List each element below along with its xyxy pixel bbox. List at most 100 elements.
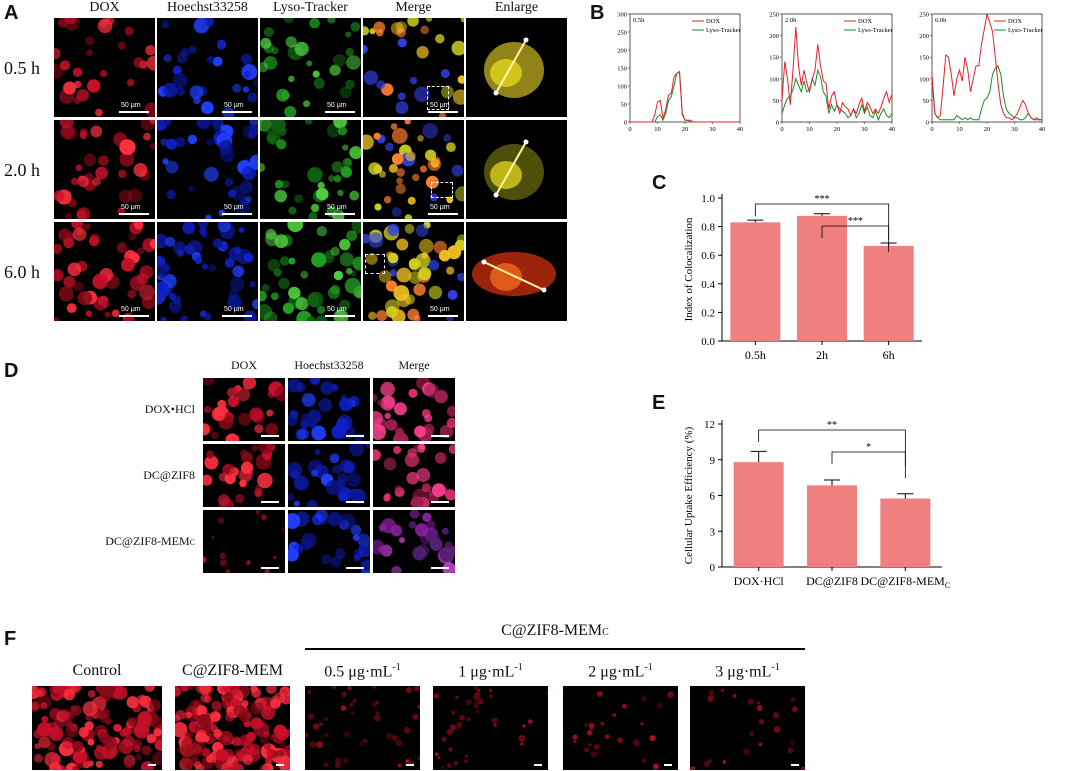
scale-bar (431, 435, 449, 437)
column-label-3: 0.5 μg·mL-1 (324, 662, 401, 681)
micrograph-image (54, 18, 155, 117)
y-tick-label: 9 (710, 455, 716, 467)
x-tick-label: 20 (834, 126, 841, 133)
x-tick-label: 20 (682, 126, 689, 133)
micrograph-image (157, 120, 258, 219)
micrograph-tile: 50 μm (260, 222, 361, 321)
micrograph-tile (203, 444, 285, 507)
y-tick-label: 150 (617, 66, 627, 73)
bar (807, 485, 857, 567)
x-tick-label: 40 (737, 126, 744, 133)
y-tick-label: 0.0 (701, 336, 715, 348)
y-tick-label: 250 (617, 30, 627, 37)
micrograph-tile: 50 μm (54, 120, 155, 219)
column-header-5: Enlarge (494, 0, 539, 15)
scale-bar-label: 50 μm (121, 102, 141, 109)
significance-bracket (758, 429, 906, 466)
series-lyso-tracker (931, 64, 1042, 121)
column-label-superscript: -1 (644, 662, 653, 673)
micrograph-tile (373, 510, 455, 573)
column-label-5: 2 μg·mL-1 (588, 662, 653, 681)
micrograph-image (157, 222, 258, 321)
scale-bar (119, 315, 149, 317)
scale-bar (325, 213, 355, 215)
panel-e-bar-chart: 0 3 6 9 12 Cellular Uptake Efficiency (%) DOX·… (683, 419, 950, 590)
scale-bar (325, 111, 355, 113)
legend-label-lyso: Lyso-Tracker (858, 27, 894, 34)
line-chart-1: 0 50 100 150 200 250 300 0 10 20 30 40 0.5h DOX Lyso-T… (617, 12, 743, 134)
micrograph-tile (373, 378, 455, 441)
group-label: C@ZIF8-MEMC (501, 622, 609, 639)
micrograph-tile (466, 222, 567, 321)
column-label-superscript: -1 (514, 662, 523, 673)
micrograph-image (572, 691, 674, 770)
micrograph-image (203, 510, 285, 573)
group-bracket-line (305, 648, 805, 650)
micrograph-image (484, 139, 544, 200)
micrograph-tile: 50 μm (54, 18, 155, 117)
zoom-region-box (427, 86, 449, 110)
series-dox (630, 70, 740, 123)
y-tick-label: 200 (617, 48, 627, 55)
scale-bar (428, 111, 458, 113)
micrograph-image (260, 222, 361, 321)
legend-label-lyso: Lyso-Tracker (1008, 27, 1044, 34)
bar (730, 222, 781, 341)
micrograph-tile: 50 μm (260, 18, 361, 117)
micrograph-tile (203, 510, 285, 573)
chart-time-label: 0.5h (633, 17, 645, 24)
x-tick-label: 2h (816, 348, 828, 362)
micrograph-image (373, 378, 455, 441)
y-tick-label: 200 (919, 33, 929, 40)
significance-label: *** (815, 194, 830, 205)
significance-bracket (831, 451, 906, 478)
micrograph-tile (433, 686, 548, 770)
column-header-2: Hoechst33258 (294, 358, 364, 372)
series-dox (931, 13, 1042, 121)
micrograph-tile (175, 686, 290, 770)
scale-bar-label: 50 μm (327, 306, 347, 313)
micrograph-image (373, 444, 455, 507)
x-tick-label: 10 (956, 126, 963, 133)
micrograph-image (260, 120, 361, 219)
y-tick-label: 0 (624, 120, 627, 127)
scale-bar (261, 567, 279, 569)
y-tick-label: 12 (704, 419, 715, 431)
micrograph-tile (690, 686, 805, 770)
scale-bar (431, 567, 449, 569)
y-tick-label: 1.0 (701, 193, 715, 205)
y-tick-label: 50 (923, 98, 930, 105)
x-tick-label: 6h (883, 348, 895, 362)
scale-bar-label: 50 μm (327, 102, 347, 109)
micrograph-tile: 50 μm (363, 120, 464, 219)
column-label-2: C@ZIF8-MEM (182, 662, 283, 679)
series-dox (781, 26, 893, 117)
line-chart-3: 0 50 100 150 200 250 0 10 20 30 40 6.0h DOX Lyso-Trac… (919, 12, 1045, 134)
y-tick-label: 0.2 (701, 307, 715, 319)
column-label-superscript: -1 (771, 662, 780, 673)
micrograph-image (260, 18, 361, 117)
significance-bracket (754, 203, 890, 240)
scale-bar (346, 501, 364, 503)
scale-bar-label: 50 μm (430, 306, 450, 313)
scale-bar (428, 213, 458, 215)
legend-label-dox: DOX (1008, 18, 1022, 25)
micrograph-image (203, 378, 285, 441)
panel-label-a: A (4, 2, 19, 24)
scale-bar (222, 213, 252, 215)
series-lyso-tracker (781, 68, 893, 122)
legend-label-dox: DOX (858, 18, 872, 25)
y-tick-label: 0 (710, 562, 716, 574)
scale-bar-label: 50 μm (121, 204, 141, 211)
y-tick-label: 100 (919, 76, 929, 83)
x-tick-label: 10 (806, 126, 813, 133)
micrograph-tile (563, 686, 678, 770)
micrograph-image (363, 120, 464, 219)
row-label-1: 0.5 h (4, 58, 40, 78)
column-header-2: Hoechst33258 (167, 0, 248, 15)
micrograph-image (54, 120, 155, 219)
column-header-3: Lyso-Tracker (273, 0, 348, 15)
micrograph-tile (305, 686, 420, 770)
micrograph-tile (373, 444, 455, 507)
x-tick-label: 0.5h (745, 348, 766, 362)
